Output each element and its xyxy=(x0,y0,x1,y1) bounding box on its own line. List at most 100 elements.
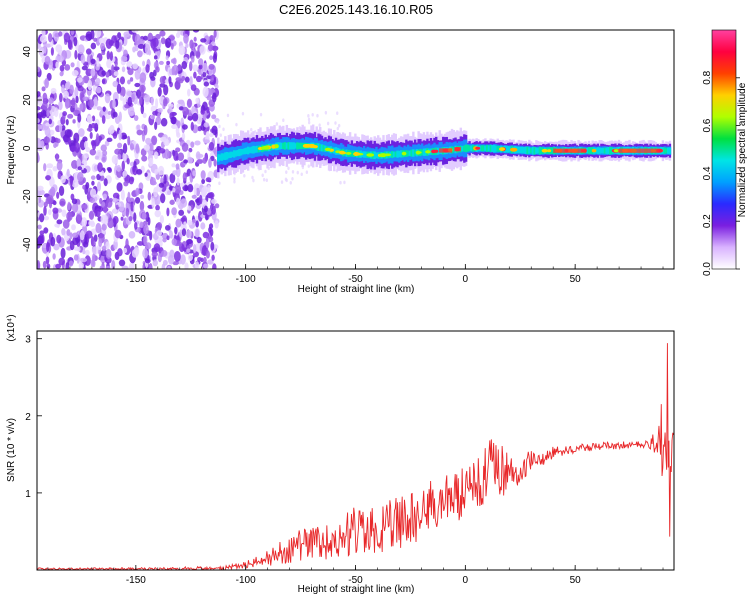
noise-cell xyxy=(103,205,108,214)
noise-cell xyxy=(173,150,179,162)
noise-cell xyxy=(107,167,112,173)
noise-cell xyxy=(70,62,75,68)
noise-cell xyxy=(112,131,118,139)
noise-cell xyxy=(218,181,221,186)
noise-cell xyxy=(171,124,178,130)
noise-cell xyxy=(282,118,285,123)
noise-cell xyxy=(336,126,340,131)
noise-cell xyxy=(50,87,57,94)
noise-cell xyxy=(200,38,207,43)
noise-cell xyxy=(56,138,61,144)
noise-cell xyxy=(44,55,51,65)
ridge-core xyxy=(320,144,324,152)
spectrogram-x-tick-label: -50 xyxy=(348,274,363,285)
noise-cell xyxy=(49,176,55,188)
noise-cell xyxy=(39,213,45,223)
ridge-core xyxy=(464,144,468,153)
snr-line xyxy=(37,343,674,570)
noise-cell xyxy=(82,96,90,102)
noise-cell xyxy=(112,80,119,88)
noise-cell xyxy=(208,132,214,138)
ridge-core xyxy=(526,146,529,155)
noise-cell xyxy=(132,63,138,70)
noise-cell xyxy=(75,214,82,224)
noise-cell xyxy=(150,180,157,186)
ridge-core xyxy=(452,146,455,153)
noise-cell xyxy=(88,220,92,226)
ridge-core xyxy=(289,142,292,150)
noise-cell xyxy=(114,60,118,67)
noise-cell xyxy=(145,137,152,145)
noise-cell xyxy=(167,265,171,269)
noise-cell xyxy=(47,209,52,216)
noise-cell xyxy=(101,223,107,231)
noise-cell xyxy=(166,207,170,217)
noise-cell xyxy=(151,251,159,257)
noise-cell xyxy=(187,254,193,262)
noise-cell xyxy=(305,170,309,174)
ridge-peak xyxy=(338,150,345,155)
noise-cell xyxy=(46,109,50,117)
noise-cell xyxy=(205,177,212,183)
ridge-core xyxy=(282,142,285,150)
noise-cell xyxy=(79,230,85,241)
noise-cell xyxy=(100,42,105,51)
noise-cell xyxy=(157,86,162,97)
noise-cell xyxy=(201,178,206,185)
colorbar-tick-label: 0.8 xyxy=(702,70,713,84)
snr-x-tick-label: 0 xyxy=(463,575,469,586)
ridge-peak xyxy=(353,152,360,156)
ridge-core xyxy=(413,150,417,156)
noise-cell xyxy=(201,186,207,197)
noise-cell xyxy=(77,44,85,55)
noise-cell xyxy=(188,61,193,72)
noise-cell xyxy=(159,76,166,85)
noise-cell xyxy=(178,45,186,56)
noise-cell xyxy=(200,109,205,115)
ridge-core xyxy=(461,146,464,152)
noise-cell xyxy=(143,234,148,246)
noise-cell xyxy=(149,142,154,152)
noise-cell xyxy=(153,243,161,252)
chart-title: C2E6.2025.143.16.10.R05 xyxy=(279,2,433,17)
noise-cell xyxy=(64,82,70,90)
noise-cell xyxy=(210,241,215,251)
noise-cell xyxy=(101,70,106,77)
noise-cell xyxy=(213,159,217,167)
snr-x-axis: -150 -100 -50 0 50 xyxy=(47,565,664,586)
noise-cell xyxy=(202,231,210,239)
noise-cell xyxy=(143,35,148,41)
noise-cell xyxy=(186,98,192,108)
noise-cell xyxy=(89,148,97,156)
noise-cell xyxy=(71,70,79,77)
ridge-core xyxy=(466,144,470,152)
ridge-core xyxy=(229,151,232,158)
noise-cell xyxy=(134,69,141,80)
noise-cell xyxy=(194,261,200,269)
noise-cell xyxy=(87,79,93,91)
noise-cell xyxy=(107,110,112,115)
noise-cell xyxy=(262,177,266,182)
ridge-core xyxy=(550,147,554,154)
noise-cell xyxy=(37,112,45,118)
noise-cell xyxy=(112,216,119,225)
noise-cell xyxy=(214,83,219,90)
noise-cell xyxy=(126,61,133,68)
noise-cell xyxy=(155,204,160,211)
noise-cell xyxy=(208,63,215,70)
noise-cell xyxy=(89,197,95,204)
noise-cell xyxy=(251,175,254,180)
noise-cell xyxy=(118,129,122,141)
noise-cell xyxy=(105,248,112,259)
noise-cell xyxy=(126,157,130,165)
ridge-core xyxy=(375,152,378,159)
spectrogram-y-axis: -40 -20 0 20 40 xyxy=(22,46,42,252)
noise-cell xyxy=(111,64,115,75)
noise-cell xyxy=(99,265,105,269)
noise-cell xyxy=(135,143,140,154)
noise-cell xyxy=(123,31,131,38)
noise-cell xyxy=(188,147,193,153)
noise-cell xyxy=(307,164,310,168)
noise-cell xyxy=(100,144,107,152)
ridge-core xyxy=(243,148,246,155)
